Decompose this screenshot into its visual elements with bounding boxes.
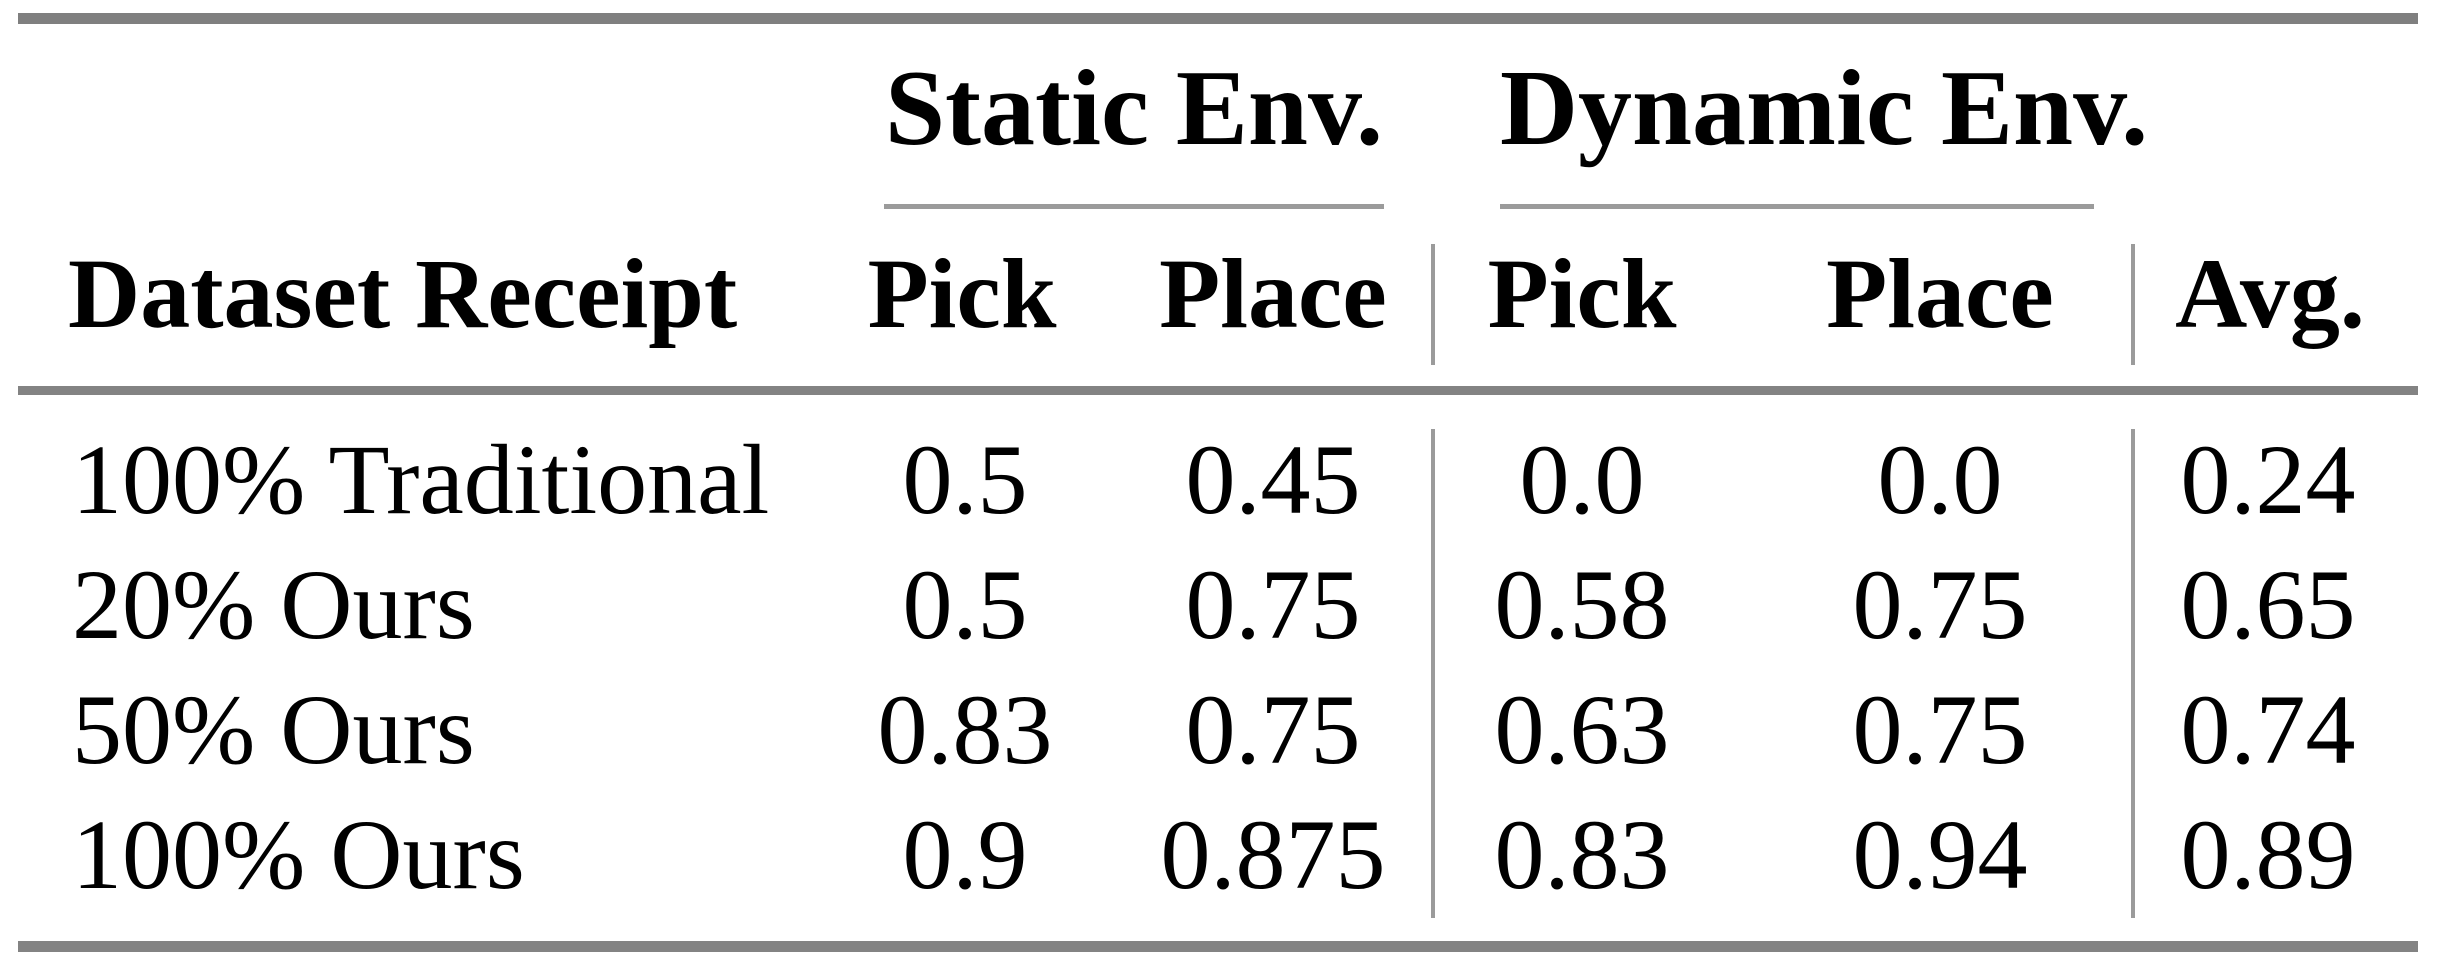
cell-r3-dynamic-pick: 0.83 xyxy=(1494,799,1670,910)
column-header-dataset-receipt: Dataset Receipt xyxy=(68,238,738,349)
row-label-50pct-ours: 50% Ours xyxy=(72,674,475,785)
row-label-20pct-ours: 20% Ours xyxy=(72,549,475,660)
cell-r0-static-place: 0.45 xyxy=(1185,424,1361,535)
cell-r1-static-place: 0.75 xyxy=(1185,549,1361,660)
table-bottom-rule xyxy=(18,941,2418,952)
group-header-dynamic-env: Dynamic Env. xyxy=(1500,49,2149,168)
row-label-100pct-ours: 100% Ours xyxy=(72,799,525,910)
cell-r1-static-pick: 0.5 xyxy=(902,549,1028,660)
vertical-rule-avg-header xyxy=(2131,244,2135,365)
vertical-rule-avg-body xyxy=(2131,429,2135,918)
cell-r2-avg: 0.74 xyxy=(2180,674,2356,785)
vertical-rule-static-dynamic-body xyxy=(1431,429,1435,918)
column-header-static-place: Place xyxy=(1159,238,1387,349)
cell-r1-avg: 0.65 xyxy=(2180,549,2356,660)
table-top-rule xyxy=(18,13,2418,24)
cell-r0-dynamic-place: 0.0 xyxy=(1877,424,2003,535)
vertical-rule-static-dynamic-header xyxy=(1431,244,1435,365)
cell-r3-avg: 0.89 xyxy=(2180,799,2356,910)
cmidrule-static-env xyxy=(884,204,1384,209)
cell-r0-avg: 0.24 xyxy=(2180,424,2356,535)
cell-r2-dynamic-place: 0.75 xyxy=(1852,674,2028,785)
row-label-100pct-traditional: 100% Traditional xyxy=(72,424,770,535)
cell-r3-dynamic-place: 0.94 xyxy=(1852,799,2028,910)
cell-r0-dynamic-pick: 0.0 xyxy=(1519,424,1645,535)
cell-r1-dynamic-pick: 0.58 xyxy=(1494,549,1670,660)
cell-r3-static-pick: 0.9 xyxy=(902,799,1028,910)
column-header-avg: Avg. xyxy=(2175,238,2365,349)
cmidrule-dynamic-env xyxy=(1500,204,2094,209)
column-header-dynamic-pick: Pick xyxy=(1487,238,1677,349)
cell-r2-static-place: 0.75 xyxy=(1185,674,1361,785)
cell-r3-static-place: 0.875 xyxy=(1160,799,1386,910)
group-header-static-env: Static Env. xyxy=(884,49,1384,168)
cell-r2-static-pick: 0.83 xyxy=(877,674,1053,785)
cell-r2-dynamic-pick: 0.63 xyxy=(1494,674,1670,785)
column-header-static-pick: Pick xyxy=(867,238,1057,349)
cell-r0-static-pick: 0.5 xyxy=(902,424,1028,535)
column-header-dynamic-place: Place xyxy=(1826,238,2054,349)
cell-r1-dynamic-place: 0.75 xyxy=(1852,549,2028,660)
table-mid-rule xyxy=(18,386,2418,395)
